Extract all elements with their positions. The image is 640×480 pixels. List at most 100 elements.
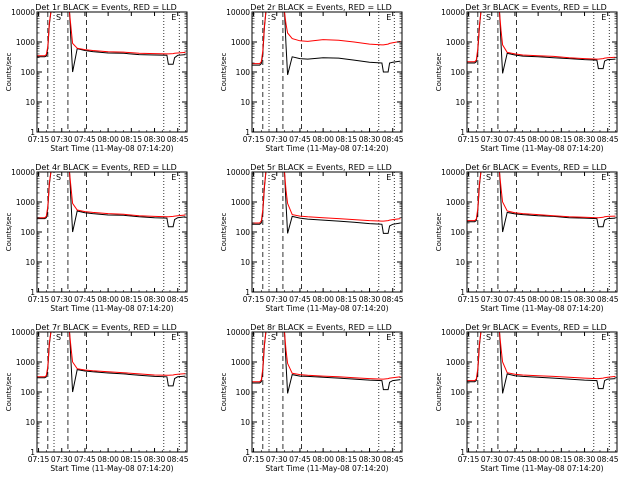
y-tick-label: 1 bbox=[30, 288, 35, 297]
end-marker: E bbox=[601, 333, 606, 342]
x-tick-label: 07:15 bbox=[28, 455, 50, 464]
x-tick-label: 08:45 bbox=[597, 455, 619, 464]
end-marker: E bbox=[386, 13, 391, 22]
x-tick-label: 08:00 bbox=[312, 295, 334, 304]
x-tick-label: 08:15 bbox=[551, 455, 573, 464]
y-tick-label: 10 bbox=[455, 418, 465, 427]
y-tick-label: 10 bbox=[240, 418, 250, 427]
x-tick-label: 08:15 bbox=[121, 295, 143, 304]
start-marker: S bbox=[56, 13, 61, 22]
x-tick-label: 07:15 bbox=[28, 135, 50, 144]
series-line-lld bbox=[467, 332, 616, 382]
y-tick-label: 10000 bbox=[226, 328, 250, 337]
y-tick-label: 10 bbox=[240, 258, 250, 267]
x-tick-label: 08:30 bbox=[574, 455, 596, 464]
y-tick-label: 1 bbox=[460, 128, 465, 137]
chart-title: Det 1r BLACK = Events, RED = LLD bbox=[35, 3, 177, 12]
y-tick-label: 1000 bbox=[446, 358, 465, 367]
y-tick-label: 10 bbox=[240, 98, 250, 107]
x-tick-label: 07:45 bbox=[504, 135, 526, 144]
x-tick-label: 07:30 bbox=[266, 295, 288, 304]
x-tick-label: 07:30 bbox=[266, 135, 288, 144]
x-tick-label: 07:15 bbox=[28, 295, 50, 304]
y-tick-label: 10000 bbox=[441, 8, 465, 17]
y-tick-label: 1000 bbox=[16, 198, 35, 207]
end-marker: E bbox=[171, 13, 176, 22]
x-tick-label: 07:30 bbox=[481, 455, 503, 464]
end-marker: E bbox=[171, 333, 176, 342]
x-tick-label: 08:45 bbox=[167, 135, 189, 144]
series-line-lld bbox=[37, 172, 186, 219]
x-tick-label: 07:30 bbox=[51, 295, 73, 304]
y-tick-label: 100 bbox=[236, 388, 251, 397]
x-tick-label: 08:15 bbox=[121, 135, 143, 144]
x-axis-label: Start Time (11-May-08 07:14:20) bbox=[50, 464, 173, 473]
chart-title: Det 2r BLACK = Events, RED = LLD bbox=[250, 3, 392, 12]
y-tick-label: 1 bbox=[460, 288, 465, 297]
x-tick-label: 08:45 bbox=[597, 135, 619, 144]
x-tick-label: 08:15 bbox=[336, 295, 358, 304]
x-tick-label: 07:45 bbox=[74, 295, 96, 304]
x-tick-label: 08:15 bbox=[551, 295, 573, 304]
y-tick-label: 100 bbox=[451, 68, 466, 77]
start-marker: S bbox=[271, 333, 276, 342]
y-tick-label: 10 bbox=[455, 258, 465, 267]
y-axis-label: Counts/sec bbox=[5, 53, 13, 92]
end-marker: E bbox=[601, 13, 606, 22]
x-tick-label: 08:00 bbox=[312, 135, 334, 144]
x-tick-label: 08:30 bbox=[574, 135, 596, 144]
x-axis-label: Start Time (11-May-08 07:14:20) bbox=[480, 144, 603, 153]
y-tick-label: 10000 bbox=[226, 168, 250, 177]
x-axis-label: Start Time (11-May-08 07:14:20) bbox=[265, 464, 388, 473]
y-tick-label: 1 bbox=[245, 448, 250, 457]
x-tick-label: 08:30 bbox=[144, 295, 166, 304]
x-tick-label: 07:30 bbox=[481, 135, 503, 144]
x-tick-label: 08:15 bbox=[336, 455, 358, 464]
y-tick-label: 1 bbox=[245, 288, 250, 297]
x-tick-label: 07:45 bbox=[504, 455, 526, 464]
x-tick-label: 07:15 bbox=[458, 135, 480, 144]
y-axis-label: Counts/sec bbox=[220, 53, 228, 92]
y-tick-label: 10000 bbox=[441, 168, 465, 177]
y-axis-label: Counts/sec bbox=[220, 213, 228, 252]
y-tick-label: 1000 bbox=[231, 198, 250, 207]
x-tick-label: 08:00 bbox=[97, 295, 119, 304]
y-tick-label: 1000 bbox=[231, 38, 250, 47]
y-axis-label: Counts/sec bbox=[435, 53, 443, 92]
series-line-lld bbox=[37, 332, 186, 378]
y-axis-label: Counts/sec bbox=[5, 213, 13, 252]
y-axis-label: Counts/sec bbox=[220, 373, 228, 412]
y-tick-label: 100 bbox=[21, 68, 36, 77]
plot-frame bbox=[251, 171, 403, 293]
x-tick-label: 07:45 bbox=[289, 455, 311, 464]
x-tick-label: 08:00 bbox=[527, 135, 549, 144]
y-tick-label: 1 bbox=[30, 128, 35, 137]
y-tick-label: 1000 bbox=[16, 358, 35, 367]
y-tick-label: 10 bbox=[455, 98, 465, 107]
plot-frame bbox=[466, 171, 618, 293]
x-tick-label: 08:45 bbox=[382, 135, 404, 144]
chart-title: Det 7r BLACK = Events, RED = LLD bbox=[35, 323, 177, 332]
series-line-lld bbox=[467, 12, 616, 63]
plot-frame bbox=[251, 331, 403, 453]
y-tick-label: 10 bbox=[25, 418, 35, 427]
y-tick-label: 100 bbox=[236, 68, 251, 77]
y-tick-label: 10000 bbox=[226, 8, 250, 17]
series-line-lld bbox=[252, 12, 401, 65]
series-line-lld bbox=[252, 332, 401, 383]
y-tick-label: 1000 bbox=[16, 38, 35, 47]
x-axis-label: Start Time (11-May-08 07:14:20) bbox=[265, 304, 388, 313]
y-tick-label: 100 bbox=[451, 388, 466, 397]
x-tick-label: 08:30 bbox=[359, 295, 381, 304]
y-tick-label: 100 bbox=[451, 228, 466, 237]
y-tick-label: 1 bbox=[30, 448, 35, 457]
x-tick-label: 08:00 bbox=[312, 455, 334, 464]
y-tick-label: 10000 bbox=[441, 328, 465, 337]
